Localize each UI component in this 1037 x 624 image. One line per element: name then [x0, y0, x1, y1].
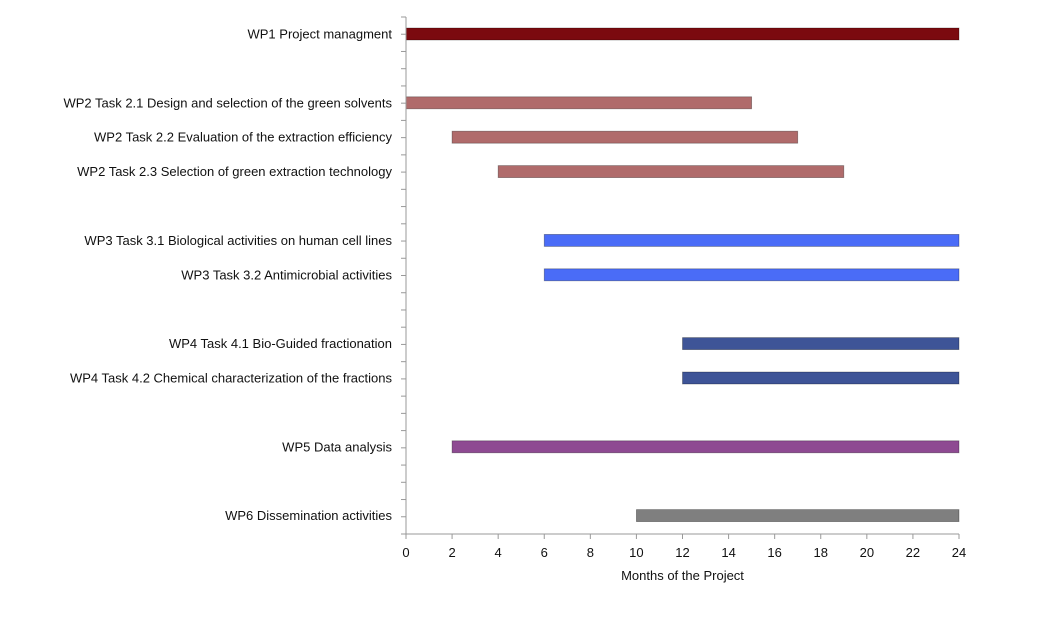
task-label: WP4 Task 4.1 Bio-Guided fractionation — [169, 336, 392, 351]
x-tick-label: 2 — [448, 545, 455, 560]
gantt-bar — [405, 27, 960, 41]
gantt-bar — [543, 268, 960, 282]
task-label: WP2 Task 2.2 Evaluation of the extractio… — [94, 130, 392, 145]
x-tick-label: 20 — [860, 545, 874, 560]
x-tick-label: 24 — [952, 545, 966, 560]
gantt-bar — [543, 233, 960, 247]
task-label: WP2 Task 2.1 Design and selection of the… — [63, 95, 392, 110]
gantt-bar — [682, 371, 960, 385]
gantt-bar — [405, 96, 753, 110]
task-label: WP6 Dissemination activities — [225, 508, 392, 523]
task-label: WP3 Task 3.2 Antimicrobial activities — [181, 267, 392, 282]
x-tick-label: 4 — [495, 545, 502, 560]
x-tick-label: 22 — [906, 545, 920, 560]
x-tick-label: 12 — [675, 545, 689, 560]
task-label: WP2 Task 2.3 Selection of green extracti… — [77, 164, 392, 179]
x-tick-label: 10 — [629, 545, 643, 560]
task-label: WP4 Task 4.2 Chemical characterization o… — [70, 371, 393, 386]
gantt-bar — [451, 130, 799, 144]
gantt-bar — [682, 337, 960, 351]
gantt-bar — [451, 440, 960, 454]
task-label: WP1 Project managment — [247, 27, 392, 42]
gantt-bar — [636, 509, 960, 523]
task-label: WP5 Data analysis — [282, 439, 392, 454]
gantt-bar — [497, 165, 845, 179]
x-tick-label: 8 — [587, 545, 594, 560]
task-label: WP3 Task 3.1 Biological activities on hu… — [84, 233, 392, 248]
x-tick-label: 0 — [402, 545, 409, 560]
x-tick-label: 6 — [541, 545, 548, 560]
x-tick-label: 14 — [721, 545, 735, 560]
x-tick-label: 16 — [767, 545, 781, 560]
x-tick-label: 18 — [814, 545, 828, 560]
x-axis-title: Months of the Project — [621, 568, 744, 583]
